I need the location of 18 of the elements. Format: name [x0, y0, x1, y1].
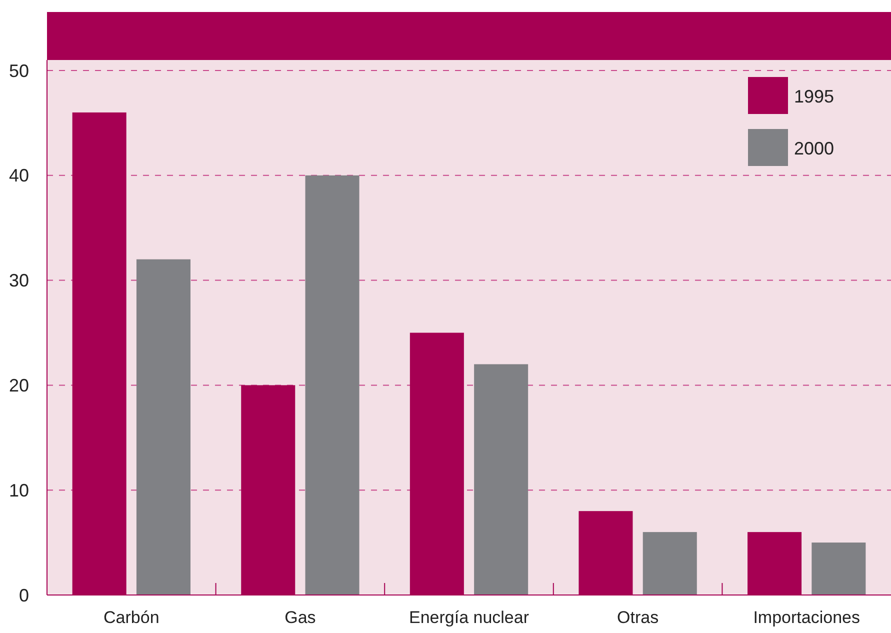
x-tick-label: Importaciones — [753, 608, 860, 627]
y-tick-label: 30 — [8, 270, 29, 291]
y-tick-label: 10 — [8, 480, 29, 500]
x-tick-label: Energía nuclear — [408, 608, 530, 627]
bar — [136, 259, 190, 595]
y-tick-label: 50 — [8, 60, 29, 81]
bar — [642, 532, 697, 595]
legend-label: 2000 — [794, 138, 834, 158]
bar — [812, 542, 866, 595]
bar — [474, 364, 528, 595]
y-tick-label: 20 — [8, 375, 29, 396]
x-tick-label: Carbón — [104, 608, 160, 627]
bar — [305, 175, 360, 595]
x-tick-label: Gas — [284, 608, 316, 627]
y-tick-label: 40 — [8, 166, 29, 186]
x-tick-label: Otras — [617, 608, 659, 627]
legend-label: 1995 — [794, 86, 834, 106]
y-tick-label: 0 — [18, 585, 29, 606]
